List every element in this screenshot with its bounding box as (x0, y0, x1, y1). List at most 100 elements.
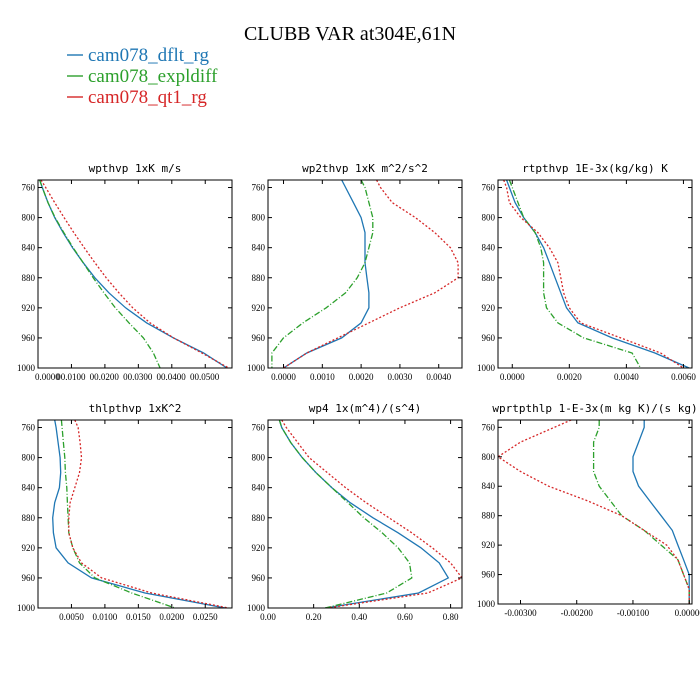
panel-5-ytick-label-760: 760 (252, 423, 266, 433)
legend-item-dflt: cam078_dflt_rg (67, 45, 210, 66)
panel-6-ytick-label-840: 840 (482, 481, 496, 491)
legend-label-expldiff: cam078_expldiff (88, 66, 218, 87)
panel-2-xtick-label-4: 0.0040 (426, 372, 451, 382)
panel-4-ytick-label-920: 920 (22, 543, 36, 553)
panel-6-frame (497, 419, 693, 605)
panel-1-xtick-label-1: 00.0100 (56, 372, 86, 382)
panel-5-ytick-label-840: 840 (252, 483, 266, 493)
panel-6-xtick-label-0: -0.00300 (504, 608, 537, 618)
panel-6-line-expldiff (592, 420, 690, 604)
panel-1-line-qt1 (40, 180, 230, 368)
panel-4-title: thlpthvp 1xK^2 (89, 402, 182, 415)
panel-2-ytick-label-920: 920 (252, 303, 266, 313)
panel-1-ytick-label-840: 840 (22, 243, 36, 253)
panel-6-ytick-label-880: 880 (482, 511, 496, 521)
panel-6-ytick-label-960: 960 (482, 570, 496, 580)
panel-3-frame (497, 179, 693, 369)
legend-item-expldiff: cam078_expldiff (67, 66, 218, 87)
panel-4: thlpthvp 1xK^2 760 800 840 880 920 960 1000 0.00… (17, 402, 233, 622)
panel-6-title: wprtpthlp 1-E-3x(m kg K)/(s kg) (492, 402, 697, 415)
panel-1-frame (37, 179, 233, 369)
panel-2-line-dflt (283, 180, 370, 368)
panel-6: wprtpthlp 1-E-3x(m kg K)/(s kg) 760 800 840… (477, 402, 700, 618)
panel-1-title: wpthvp 1xK m/s (89, 162, 182, 175)
panel-3-line-dflt (505, 180, 690, 368)
legend-label-qt1: cam078_qt1_rg (88, 87, 207, 108)
panel-6-line-dflt (632, 420, 690, 604)
panel-5-title: wp4 1x(m^4)/(s^4) (309, 402, 422, 415)
panel-2: wp2thvp 1xK m^2/s^2 760 800 840 880 920 960 100… (247, 162, 463, 382)
panel-1-ytick-label-800: 800 (22, 213, 36, 223)
panel-3-xtick-label-1: 0.0020 (557, 372, 582, 382)
panel-2-line-qt1 (283, 180, 459, 368)
panel-1-ytick-label-1000: 1000 (17, 363, 36, 373)
panel-3-ytick-label-800: 800 (482, 213, 496, 223)
panel-3-line-expldiff (508, 180, 642, 368)
panel-6-ytick-label-1000: 1000 (477, 599, 496, 609)
panel-3-line-qt1 (503, 180, 684, 368)
panel-2-ytick-label-960: 960 (252, 333, 266, 343)
figure-title: CLUBB VAR at304E,61N (244, 23, 456, 45)
panel-1-line-dflt (39, 180, 228, 368)
panel-5-ytick-label-1000: 1000 (247, 603, 266, 613)
panel-3-xtick-label-0: 0.0000 (500, 372, 525, 382)
panel-5-frame (267, 419, 463, 609)
legend-item-qt1: cam078_qt1_rg (67, 87, 207, 108)
panel-3-xtick-label-3: 0.0060 (671, 372, 696, 382)
panel-4-ytick-label-880: 880 (22, 513, 36, 523)
panel-1-ytick-label-920: 920 (22, 303, 36, 313)
panel-4-line-expldiff (60, 420, 176, 608)
panel-2-title: wp2thvp 1xK m^2/s^2 (302, 162, 428, 175)
panel-2-ytick-label-1000: 1000 (247, 363, 266, 373)
panel-3: rtpthvp 1E-3x(kg/kg) K 760 800 840 880 920 960… (477, 162, 696, 382)
panel-6-ytick-label-920: 920 (482, 540, 496, 550)
panel-1-line-expldiff (39, 180, 161, 368)
panel-4-xtick-label-4: 0.0250 (193, 612, 218, 622)
panel-2-xtick-label-0: 0.0000 (271, 372, 296, 382)
legend-label-dflt: cam078_dflt_rg (88, 45, 210, 66)
panel-5: wp4 1x(m^4)/(s^4)76080084088092096010000… (247, 402, 463, 622)
panel-3-ytick-label-1000: 1000 (477, 363, 496, 373)
panel-3-xtick-label-2: 0.0040 (614, 372, 639, 382)
panel-3-ytick-label-840: 840 (482, 243, 496, 253)
panel-4-xtick-label-2: 0.0150 (126, 612, 151, 622)
panel-2-line-expldiff (271, 180, 374, 368)
panel-5-xtick-label-4: 0.80 (443, 612, 459, 622)
panel-5-xtick-label-0: 0.00 (260, 612, 276, 622)
panel-4-ytick-label-960: 960 (22, 573, 36, 583)
panel-1-xtick-label-0: 0.0000 (35, 372, 60, 382)
panel-5-ytick-label-920: 920 (252, 543, 266, 553)
panel-4-xtick-label-1: 0.0100 (93, 612, 118, 622)
panel-6-line-qt1 (498, 420, 690, 604)
panel-2-ytick-label-880: 880 (252, 273, 266, 283)
panel-5-xtick-label-3: 0.60 (397, 612, 413, 622)
panel-5-line-qt1 (281, 420, 462, 608)
panel-5-xtick-label-1: 0.20 (306, 612, 322, 622)
panel-3-ytick-label-760: 760 (482, 183, 496, 193)
panel-5-line-expldiff (278, 420, 413, 608)
panel-3-ytick-label-920: 920 (482, 303, 496, 313)
panel-2-xtick-label-3: 0.0030 (388, 372, 413, 382)
panel-1-xtick-label-2: 00.0200 (90, 372, 120, 382)
panel-4-xtick-label-0: 0.0050 (59, 612, 84, 622)
legend: cam078_dflt_rg cam078_expldiff cam078_qt… (67, 45, 218, 108)
panel-6-ytick-label-760: 760 (482, 422, 496, 432)
panel-2-frame (267, 179, 463, 369)
panel-4-ytick-label-1000: 1000 (17, 603, 36, 613)
panel-1: wpthvp 1xK m/s 760 800 840 880 920 960 10000.00… (17, 162, 233, 382)
panel-5-ytick-label-800: 800 (252, 453, 266, 463)
panel-4-line-dflt (52, 420, 226, 608)
panel-4-ytick-label-760: 760 (22, 423, 36, 433)
panel-6-ytick-label-800: 800 (482, 452, 496, 462)
panel-2-ytick-label-800: 800 (252, 213, 266, 223)
panel-3-ytick-label-880: 880 (482, 273, 496, 283)
panels: wpthvp 1xK m/s76080084088092096010000.00… (17, 162, 700, 622)
panel-2-ytick-label-760: 760 (252, 183, 266, 193)
panel-5-line-dflt (278, 420, 450, 608)
panel-1-ytick-label-960: 960 (22, 333, 36, 343)
panel-4-frame (37, 419, 233, 609)
panel-2-xtick-label-1: 0.0010 (310, 372, 335, 382)
panel-3-title: rtpthvp 1E-3x(kg/kg) K (522, 162, 668, 175)
